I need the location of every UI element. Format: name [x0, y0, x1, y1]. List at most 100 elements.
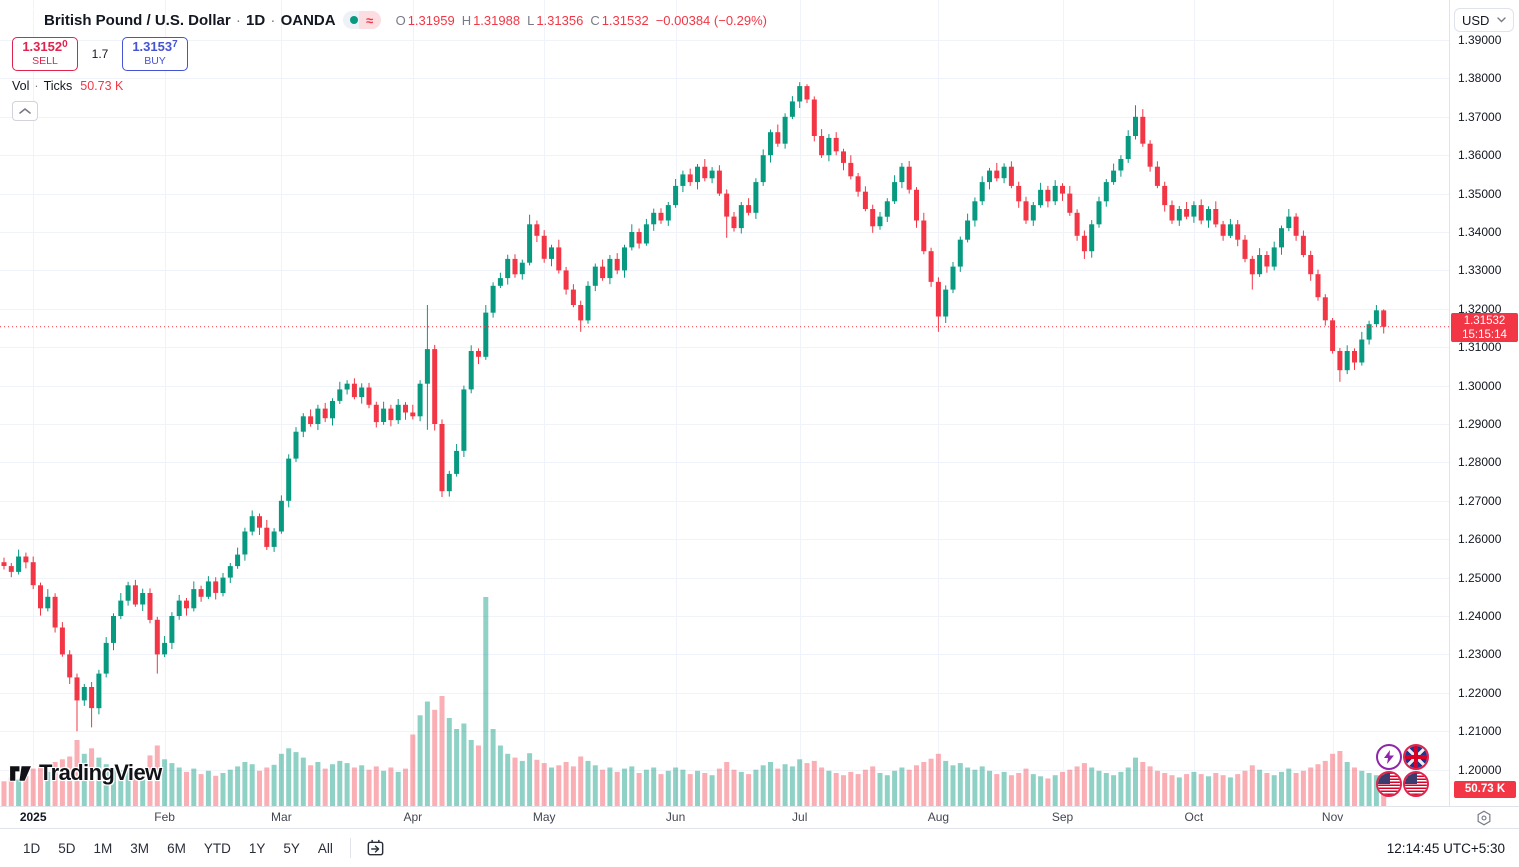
currency-unit-dropdown[interactable]: USD	[1454, 8, 1514, 32]
time-axis[interactable]: 2025 Feb Mar Apr May Jun Jul Aug Sep Oct Nov	[0, 806, 1519, 828]
volume-bar	[1227, 777, 1233, 806]
economic-events-icons	[1376, 744, 1432, 797]
candlestick-chart[interactable]	[0, 0, 1449, 806]
volume-bar	[1001, 771, 1007, 806]
range-button-3m[interactable]: 3M	[130, 840, 150, 856]
volume-bar	[819, 767, 825, 806]
chevron-down-icon	[1497, 17, 1506, 23]
volume-bar	[1220, 775, 1226, 806]
collapse-panes-button[interactable]	[12, 101, 38, 121]
candle-body	[45, 596, 51, 609]
candle-body	[695, 166, 700, 183]
currency-unit-value: USD	[1462, 12, 1490, 28]
candle-body	[52, 596, 58, 628]
candle-body	[1096, 201, 1102, 225]
volume-bar	[921, 762, 927, 806]
sell-label: SELL	[32, 55, 58, 67]
volume-bar	[702, 773, 708, 806]
interval-label[interactable]: 1D	[246, 11, 266, 29]
volume-bar	[906, 769, 912, 806]
candle-body	[417, 383, 423, 417]
range-button-all[interactable]: All	[317, 840, 333, 856]
range-button-1d[interactable]: 1D	[23, 840, 41, 856]
delayed-data-icon[interactable]: ≈	[358, 11, 381, 29]
candle-body	[687, 174, 693, 183]
candle-body	[1264, 255, 1270, 267]
candle-body	[476, 351, 481, 357]
volume-bar	[658, 774, 664, 806]
volume-indicator-legend[interactable]: Vol · Ticks 50.73 K	[12, 79, 123, 93]
candle-body	[96, 673, 102, 709]
price-axis[interactable]: USD 1.39000 1.38000 1.37000 1.36000 1.35000 1…	[1449, 0, 1519, 806]
volume-bar	[227, 769, 233, 806]
range-button-1m[interactable]: 1M	[93, 840, 113, 856]
candle-body	[789, 101, 795, 117]
chart-pane[interactable]: British Pound / U.S. Dollar · 1D · OANDA…	[0, 0, 1449, 806]
sell-price: 1.3152	[22, 39, 63, 54]
buy-button[interactable]: 1.31537 BUY	[122, 37, 188, 71]
exchange-label[interactable]: OANDA	[280, 11, 336, 29]
range-button-6m[interactable]: 6M	[167, 840, 186, 856]
high-impact-event-icon[interactable]	[1376, 744, 1402, 770]
volume-bar	[1045, 778, 1051, 806]
candle-body	[388, 408, 394, 421]
candle-body	[198, 589, 204, 597]
candle-body	[395, 404, 401, 421]
range-button-5d[interactable]: 5D	[58, 840, 76, 856]
candle-body	[928, 251, 934, 282]
volume-bar	[30, 768, 36, 806]
candle-body	[278, 500, 284, 532]
volume-bar	[16, 779, 22, 806]
candle-body	[366, 387, 372, 405]
us-event-flag-icon[interactable]	[1403, 771, 1429, 797]
volume-bar	[636, 773, 642, 806]
volume-bar	[1359, 770, 1365, 806]
tradingview-logo[interactable]: TradingView	[8, 760, 162, 786]
candle-body	[1111, 170, 1117, 183]
candle-body	[1103, 182, 1109, 202]
go-to-date-button[interactable]	[359, 836, 392, 861]
symbol-title[interactable]: British Pound / U.S. Dollar · 1D · OANDA	[44, 12, 336, 29]
open-value: 1.31959	[407, 12, 455, 28]
volume-bar	[67, 756, 73, 806]
volume-bar	[1133, 757, 1138, 806]
gb-event-flag-icon[interactable]	[1403, 744, 1429, 770]
price-axis-label: 1.31000	[1458, 340, 1502, 355]
volume-bar	[89, 748, 95, 806]
us-event-flag-icon[interactable]	[1376, 771, 1402, 797]
market-status-badges: ≈	[342, 11, 381, 29]
range-button-1y[interactable]: 1Y	[248, 840, 266, 856]
volume-bar	[753, 769, 759, 806]
currency-pair-flags-icon	[10, 9, 37, 31]
volume-source: Ticks	[43, 79, 73, 93]
range-button-5y[interactable]: 5Y	[283, 840, 300, 856]
volume-layer	[1, 597, 1387, 806]
sell-button[interactable]: 1.31520 SELL	[12, 37, 78, 71]
session-clock[interactable]: 12:14:45 UTC+5:30	[1386, 840, 1505, 856]
pair-name[interactable]: British Pound / U.S. Dollar	[44, 11, 231, 29]
volume-bar	[1337, 751, 1343, 806]
volume-bar	[1206, 776, 1211, 806]
candle-body	[1140, 116, 1146, 144]
candle-body	[191, 589, 197, 609]
candle-body	[724, 193, 730, 217]
candle-body	[804, 86, 810, 100]
tradingview-logo-text: TradingView	[39, 760, 162, 785]
volume-bar	[147, 755, 153, 806]
candle-body	[1381, 310, 1387, 327]
volume-bar	[804, 763, 810, 806]
candle-body	[1235, 224, 1241, 240]
axis-settings-button[interactable]	[1472, 808, 1496, 828]
candle-body	[797, 86, 803, 102]
volume-bar	[8, 777, 14, 806]
volume-bar	[322, 768, 328, 806]
volume-bar	[1103, 773, 1109, 806]
volume-bar	[556, 765, 562, 806]
price-axis-label: 1.23000	[1458, 647, 1502, 662]
volume-bar	[1293, 773, 1299, 806]
candle-body	[906, 166, 912, 190]
candle-body	[841, 151, 846, 163]
range-button-ytd[interactable]: YTD	[203, 840, 231, 856]
volume-bar	[337, 760, 343, 806]
candle-body	[556, 247, 562, 271]
